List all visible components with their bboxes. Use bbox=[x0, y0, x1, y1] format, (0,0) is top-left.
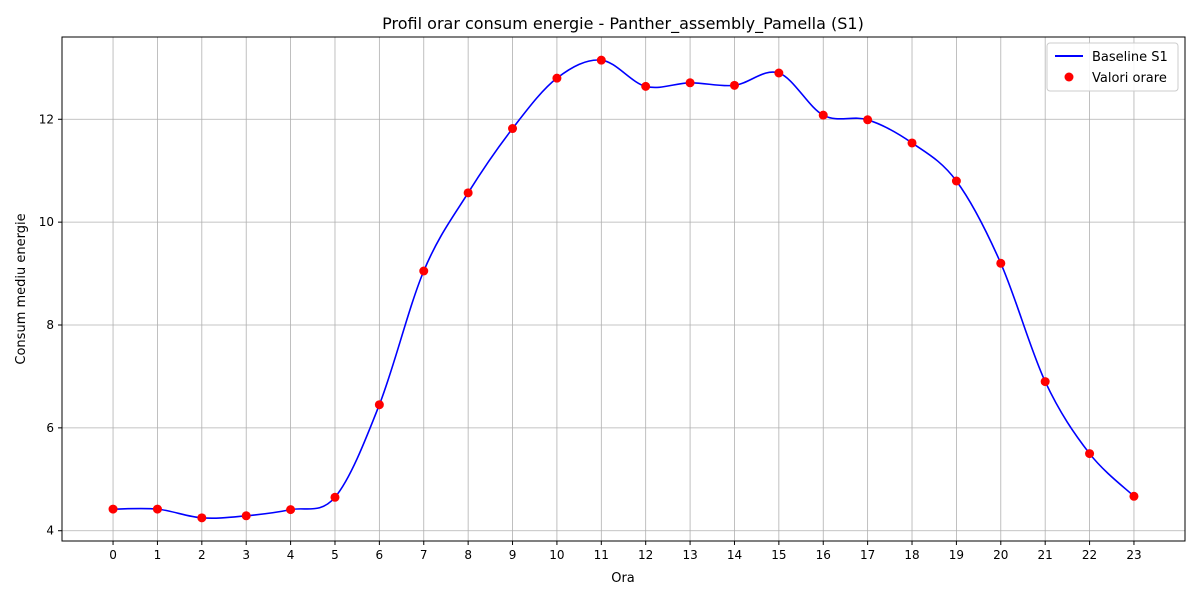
plot-frame bbox=[61, 36, 1186, 542]
point-layer bbox=[108, 55, 1139, 523]
x-tick-label: 5 bbox=[331, 548, 339, 562]
legend-point-swatch bbox=[1064, 72, 1074, 82]
legend: Baseline S1 Valori orare bbox=[1046, 42, 1179, 92]
x-tick-label: 2 bbox=[198, 548, 206, 562]
hourly-value-point bbox=[685, 78, 695, 88]
y-axis: 4 6 8 10 12 bbox=[39, 112, 62, 538]
x-tick-label: 19 bbox=[949, 548, 964, 562]
hourly-value-point bbox=[951, 176, 961, 186]
hourly-value-point bbox=[907, 138, 917, 148]
x-tick-label: 20 bbox=[993, 548, 1008, 562]
x-tick-label: 23 bbox=[1126, 548, 1141, 562]
legend-label-baseline: Baseline S1 bbox=[1092, 50, 1168, 65]
hourly-value-point bbox=[508, 124, 518, 134]
y-tick-label: 4 bbox=[46, 524, 54, 538]
x-tick-label: 12 bbox=[638, 548, 653, 562]
hourly-value-point bbox=[152, 504, 162, 514]
y-axis-label: Consum mediu energie bbox=[14, 213, 29, 364]
hourly-value-point bbox=[863, 115, 873, 125]
hourly-value-point bbox=[1129, 491, 1139, 501]
x-tick-label: 17 bbox=[860, 548, 875, 562]
x-tick-label: 21 bbox=[1038, 548, 1053, 562]
x-axis: 0 1 2 3 4 5 6 7 8 9 10 11 12 13 14 15 16 17 18 19 20 21 22 23 bbox=[109, 541, 1142, 562]
hourly-value-point bbox=[729, 80, 739, 90]
x-tick-label: 18 bbox=[904, 548, 919, 562]
y-tick-label: 10 bbox=[39, 215, 54, 229]
y-tick-label: 12 bbox=[39, 112, 54, 126]
hourly-value-point bbox=[596, 55, 606, 65]
x-tick-label: 4 bbox=[287, 548, 295, 562]
x-tick-label: 16 bbox=[816, 548, 831, 562]
x-tick-label: 8 bbox=[464, 548, 472, 562]
line-layer bbox=[113, 59, 1135, 519]
hourly-value-point bbox=[996, 258, 1006, 268]
x-tick-label: 9 bbox=[509, 548, 517, 562]
grid-layer bbox=[62, 37, 1185, 541]
hourly-value-point bbox=[1040, 377, 1050, 387]
hourly-value-point bbox=[463, 188, 473, 198]
hourly-value-point bbox=[1085, 449, 1095, 459]
x-tick-label: 3 bbox=[242, 548, 250, 562]
chart-title: Profil orar consum energie - Panther_ass… bbox=[382, 14, 864, 34]
hourly-value-point bbox=[818, 110, 828, 120]
legend-label-hourly: Valori orare bbox=[1092, 71, 1167, 86]
hourly-value-point bbox=[419, 266, 429, 276]
x-tick-label: 0 bbox=[109, 548, 117, 562]
x-tick-label: 11 bbox=[594, 548, 609, 562]
hourly-value-point bbox=[108, 504, 118, 514]
hourly-value-point bbox=[330, 492, 340, 502]
x-tick-label: 22 bbox=[1082, 548, 1097, 562]
x-tick-label: 6 bbox=[376, 548, 384, 562]
x-tick-label: 7 bbox=[420, 548, 428, 562]
x-tick-label: 1 bbox=[154, 548, 162, 562]
y-tick-label: 6 bbox=[46, 421, 54, 435]
x-tick-label: 10 bbox=[549, 548, 564, 562]
baseline-series-line bbox=[113, 59, 1135, 519]
hourly-value-point bbox=[286, 505, 296, 515]
x-axis-label: Ora bbox=[611, 571, 635, 586]
y-tick-label: 8 bbox=[46, 318, 54, 332]
x-tick-label: 15 bbox=[771, 548, 786, 562]
x-tick-label: 14 bbox=[727, 548, 742, 562]
hourly-value-point bbox=[774, 68, 784, 78]
hourly-value-point bbox=[374, 400, 384, 410]
hourly-value-point bbox=[241, 511, 251, 521]
hourly-value-point bbox=[552, 73, 562, 83]
x-tick-label: 13 bbox=[682, 548, 697, 562]
hourly-value-point bbox=[197, 513, 207, 523]
hourly-value-point bbox=[641, 81, 651, 91]
